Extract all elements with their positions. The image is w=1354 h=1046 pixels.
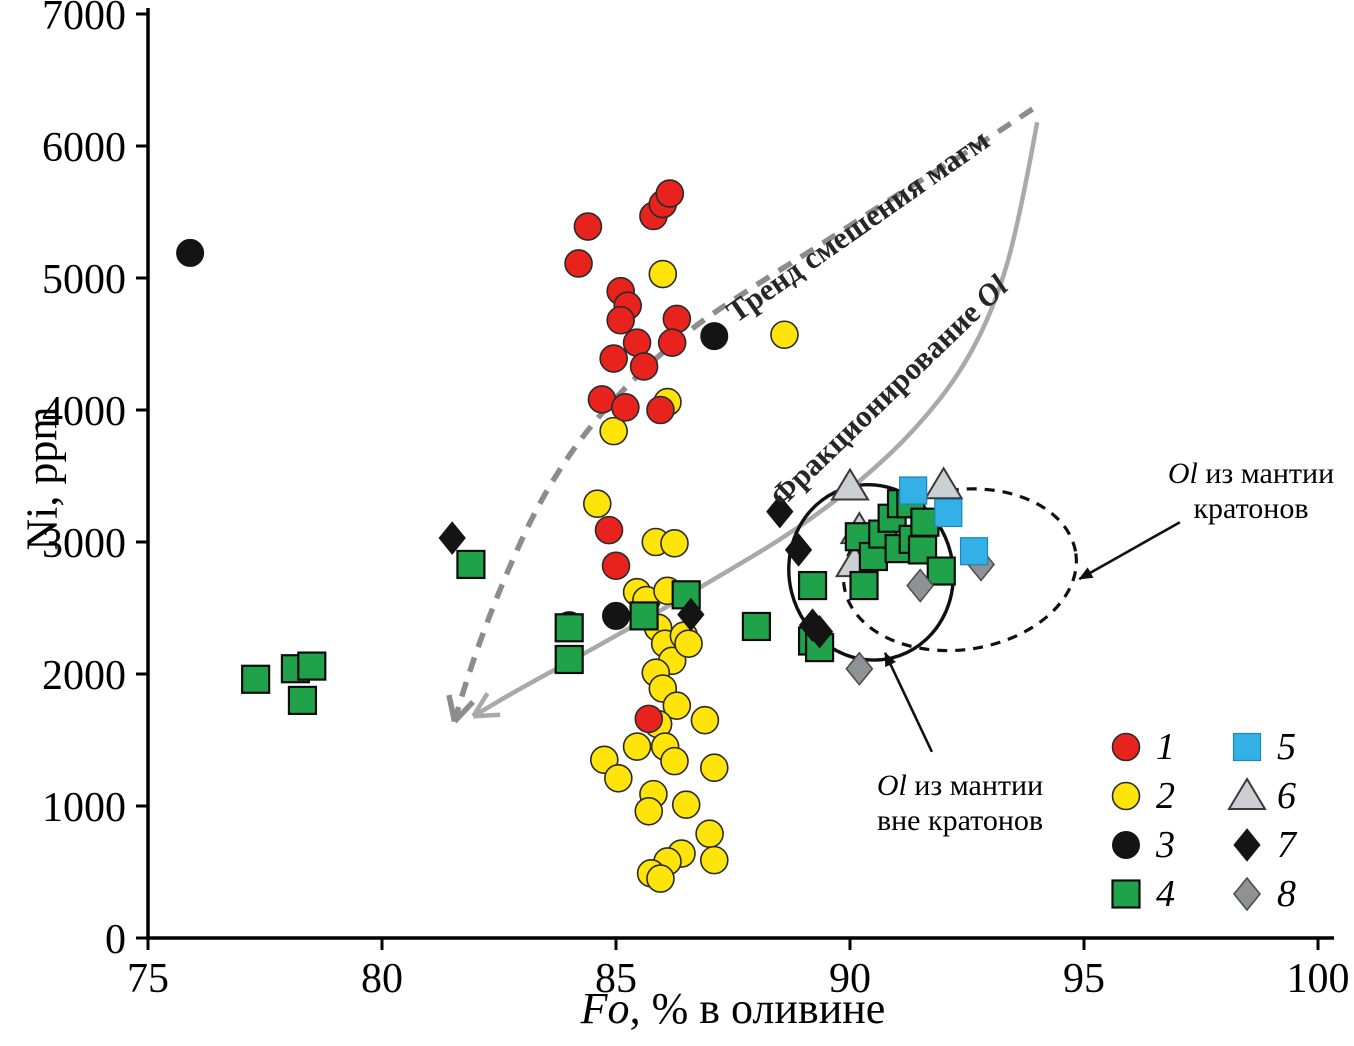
legend-item-5: 5 [1227,722,1296,771]
circle-marker-icon [1111,781,1141,810]
square-marker-icon [1111,878,1141,909]
series-3-points [176,238,729,640]
x-tick-label: 100 [1287,956,1350,1002]
series-8-points [845,547,996,686]
legend-label-3: 3 [1156,823,1175,866]
legend: 1 2 3 4 5 6 7 8 [1106,722,1296,918]
circle-marker-icon [1112,830,1140,859]
craton-annotation-line2: кратонов [1193,492,1309,526]
craton-annotation: Ol из мантии кратонов [1146,456,1354,526]
x-tick-label: 75 [127,956,169,1002]
series-5-points [899,476,989,566]
legend-label-7: 7 [1277,823,1296,866]
square-marker-icon [1232,732,1262,761]
legend-item-2: 2 [1106,771,1175,820]
legend-column: 1 2 3 4 [1106,722,1175,918]
craton-annotation-line1-rest: из мантии [1197,457,1335,490]
x-axis-label-rest: , % в оливине [629,984,886,1033]
series-4-points [241,489,956,716]
craton-ellipse-dashed [841,487,1078,653]
x-tick-label: 95 [1063,956,1105,1002]
series-2-points [582,259,799,893]
noncraton-annotation-line1: Ol из мантии [840,768,1080,803]
noncraton-annotation-line2: вне кратонов [876,804,1044,838]
triangle-marker-icon [1227,776,1267,810]
y-tick-label: 3000 [42,521,126,567]
annotation-arrows [883,521,1181,753]
legend-item-1: 1 [1106,722,1175,771]
legend-item-8: 8 [1227,869,1296,918]
legend-item-3: 3 [1106,820,1175,869]
noncraton-arrow [883,651,934,753]
legend-label-6: 6 [1277,774,1296,817]
series-1-points [564,179,692,734]
x-tick-label: 90 [829,956,871,1002]
x-tick-label: 85 [595,956,637,1002]
x-axis-label-italic: Fo [580,984,630,1033]
y-axis-label: Ni, ppm [17,406,67,551]
legend-label-5: 5 [1277,725,1296,768]
noncraton-annotation-italic: Ol [876,769,907,802]
mixing-trend-curve [446,106,1035,724]
craton-annotation-italic: Ol [1167,457,1198,490]
y-tick-label: 4000 [42,389,126,435]
craton-annotation-line1: Ol из мантии [1146,456,1354,491]
legend-item-4: 4 [1106,869,1175,918]
legend-label-4: 4 [1156,872,1175,915]
diamond-marker-icon [1233,827,1261,862]
series-7-points [438,494,834,649]
x-tick-label: 80 [361,956,403,1002]
legend-label-2: 2 [1156,774,1175,817]
axes: 75 80 85 90 95 100010002000300040005000600070… [42,0,1350,1002]
legend-column: 5 6 7 8 [1227,722,1296,918]
fractionation-curve [471,121,1040,719]
y-tick-label: 0 [105,917,126,963]
noncraton-annotation-line1-rest: из мантии [906,769,1044,802]
legend-item-7: 7 [1227,820,1296,869]
legend-label-8: 8 [1277,872,1296,915]
y-tick-label: 5000 [42,257,126,303]
legend-label-1: 1 [1156,725,1175,768]
noncraton-annotation: Ol из мантии вне кратонов [840,768,1080,838]
y-tick-label: 1000 [42,785,126,831]
diamond-marker-icon [1233,876,1261,911]
circle-marker-icon [1111,732,1141,761]
y-tick-label: 2000 [42,653,126,699]
craton-arrow [1078,521,1181,581]
y-tick-label: 7000 [42,0,126,39]
legend-item-6: 6 [1227,771,1296,820]
x-axis-label: Fo, % в оливине [533,983,933,1034]
y-tick-label: 6000 [42,125,126,171]
